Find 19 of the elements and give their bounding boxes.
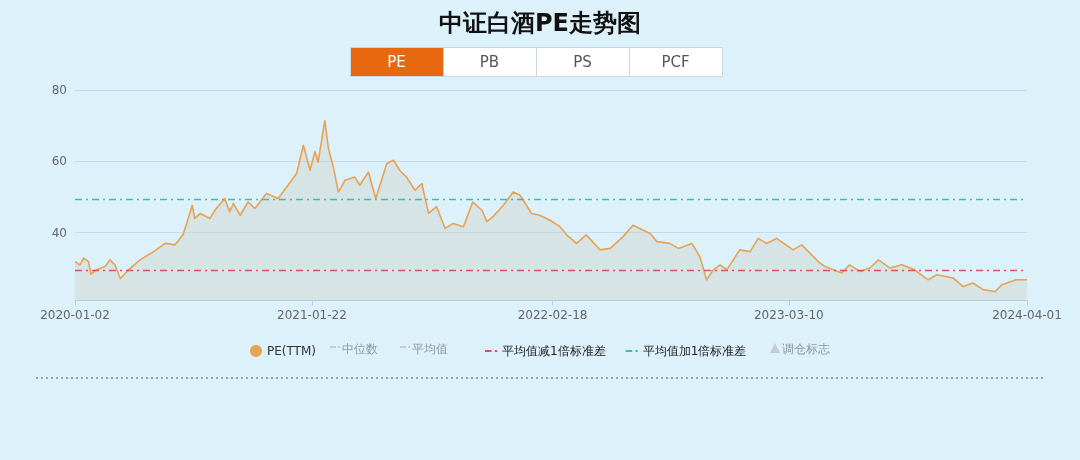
text: PS	[573, 52, 592, 71]
text: 平均值	[412, 342, 448, 356]
text: PCF	[661, 52, 690, 71]
text: 中位数	[342, 342, 378, 356]
y-tick-label: 40	[51, 225, 67, 240]
y-tick-label: 60	[51, 154, 67, 169]
text: 调仓标志	[782, 342, 830, 356]
text: PB	[479, 52, 500, 71]
text: PE	[387, 52, 406, 71]
legend-label: 平均值加1倍标准差	[642, 344, 747, 358]
x-tick-label: 2022-02-18	[517, 307, 588, 322]
y-tick-label: 80	[51, 83, 67, 97]
x-tick-label: 2020-01-02	[40, 307, 110, 322]
x-tick-label: 2023-03-10	[753, 307, 824, 322]
legend-label: 平均值减1倍标准差	[502, 344, 606, 358]
x-tick-label: 2021-01-22	[277, 307, 347, 322]
legend-label: PE(TTM)	[267, 344, 316, 358]
x-tick-label: 2024-04-01	[992, 307, 1062, 322]
chart-title: 中证白酒PE走势图	[439, 9, 641, 37]
